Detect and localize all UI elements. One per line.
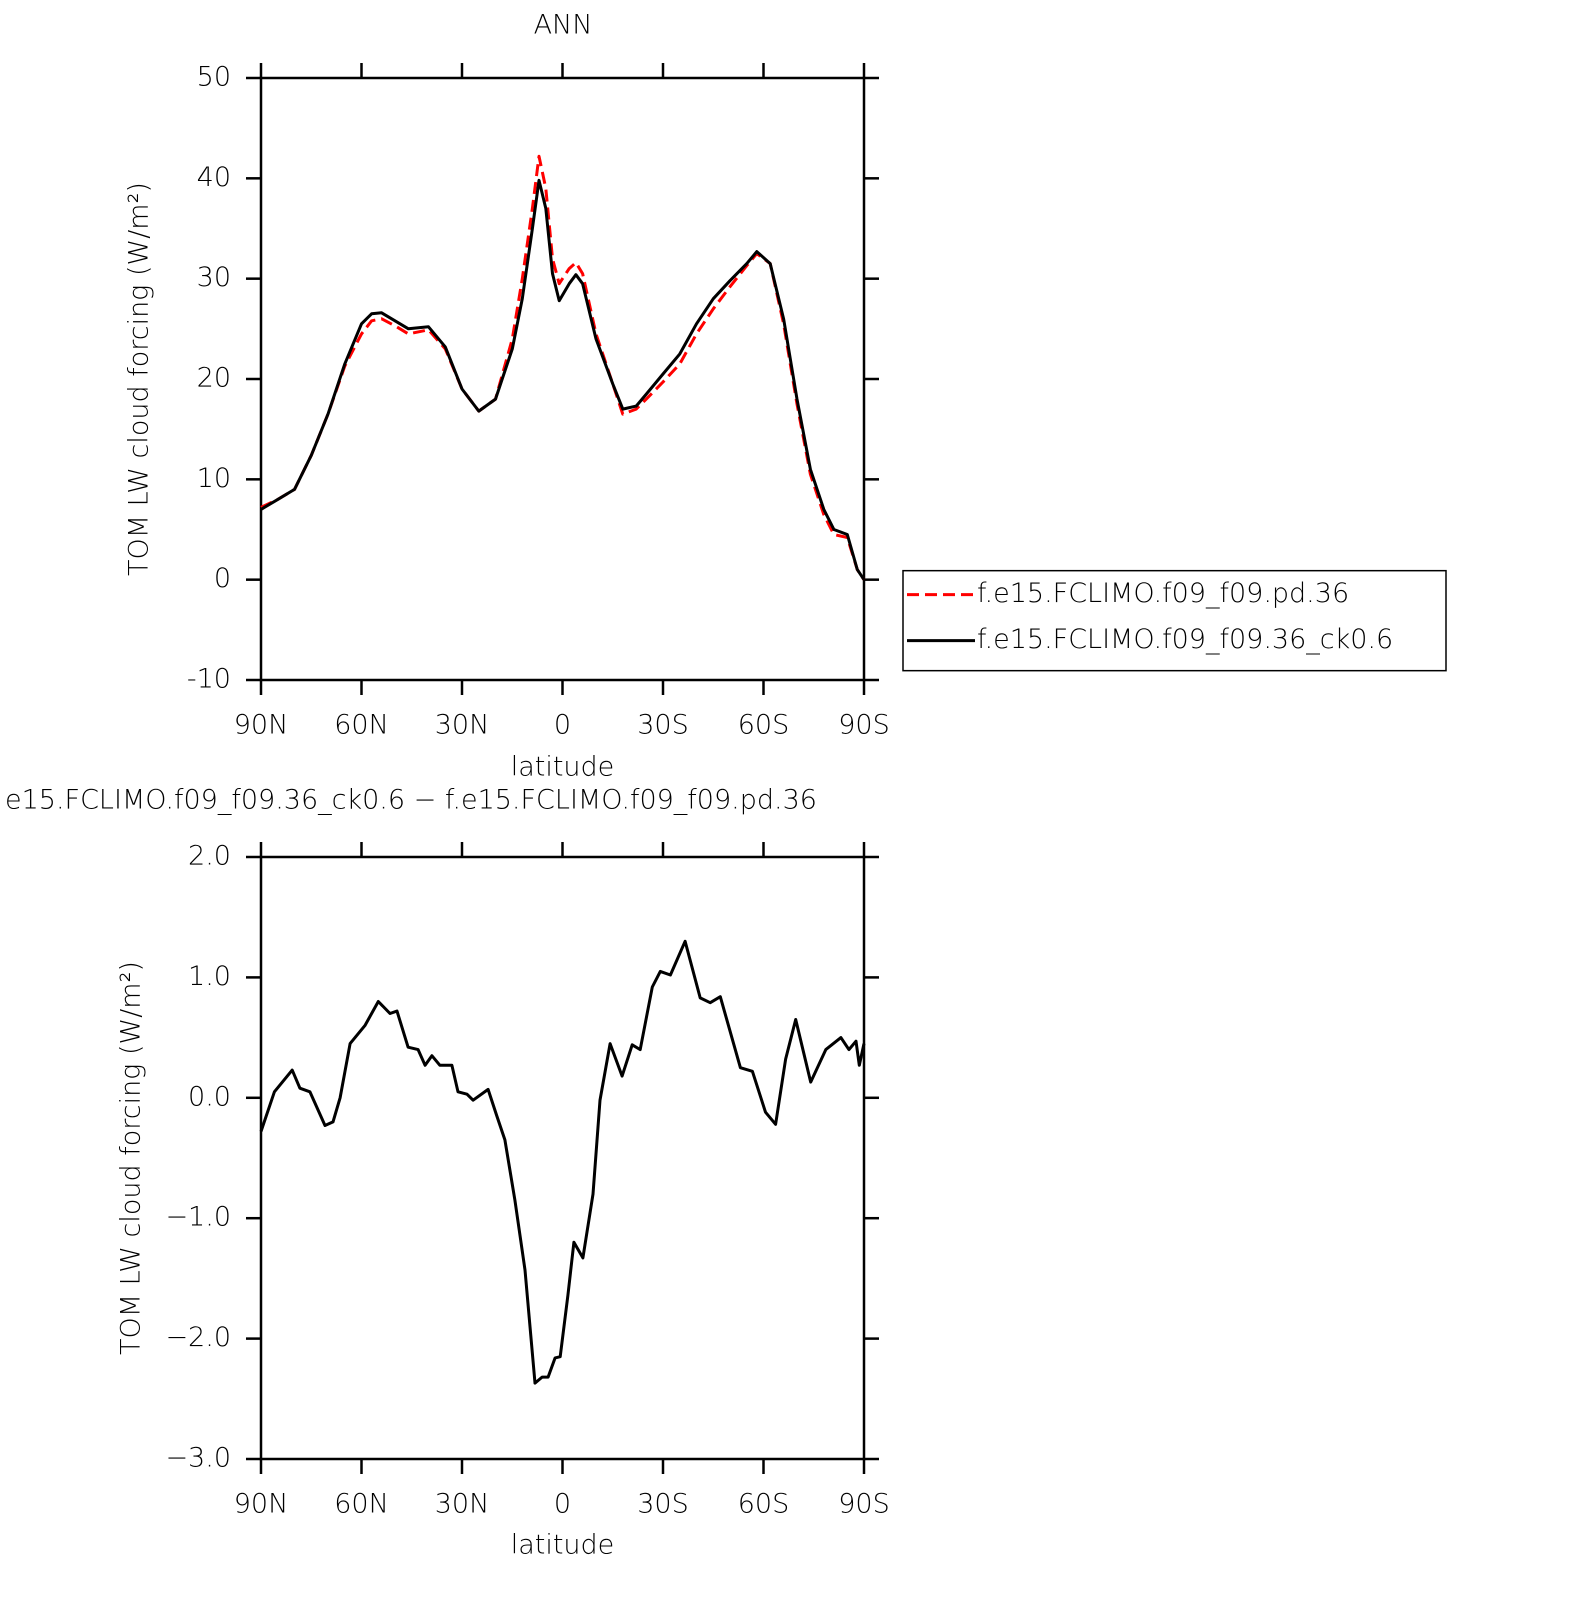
x-tick-label: 30S [637, 710, 689, 741]
x-tick-label: 0 [554, 710, 571, 741]
y-tick-label: 40 [197, 162, 231, 193]
chart-title: e15.FCLIMO.f09_f09.36_ck0.6 − f.e15.FCLI… [5, 785, 817, 816]
y-tick-label: 0 [214, 563, 231, 594]
y-tick-label: 30 [197, 262, 231, 293]
legend-label: f.e15.FCLIMO.f09_f09.36_ck0.6 [977, 624, 1393, 655]
x-tick-label: 30N [435, 710, 490, 741]
x-axis-label: latitude [511, 1530, 615, 1561]
y-axis-label: TOM LW cloud forcing (W/m²) [116, 961, 147, 1355]
x-tick-label: 90N [234, 1489, 289, 1520]
plot-frame [259, 855, 866, 1461]
x-tick-label: 30N [435, 1489, 490, 1520]
plot-frame [259, 76, 866, 682]
data-line [260, 154, 866, 581]
x-axis-label: latitude [511, 752, 615, 783]
y-tick-label: 50 [197, 62, 231, 93]
y-tick-label: 10 [197, 463, 231, 494]
data-line [260, 178, 866, 581]
y-tick-label: 0.0 [188, 1081, 231, 1112]
y-tick-label: -10 [187, 664, 231, 695]
y-tick-label: 1.0 [188, 961, 231, 992]
x-tick-label: 60N [334, 710, 389, 741]
x-tick-label: 0 [554, 1489, 571, 1520]
chart-title: ANN [534, 10, 593, 41]
y-axis-label: TOM LW cloud forcing (W/m²) [124, 182, 155, 576]
data-line [259, 939, 866, 1385]
y-tick-label: −3.0 [165, 1443, 231, 1474]
x-tick-label: 60S [738, 1489, 790, 1520]
x-tick-label: 30S [637, 1489, 689, 1520]
y-tick-label: −2.0 [165, 1322, 231, 1353]
x-tick-label: 60S [738, 710, 790, 741]
y-tick-label: −1.0 [165, 1202, 231, 1233]
legend-box [902, 569, 1447, 672]
x-tick-label: 90N [234, 710, 289, 741]
legend-label: f.e15.FCLIMO.f09_f09.pd.36 [977, 578, 1349, 609]
y-tick-label: 20 [197, 363, 231, 394]
x-tick-label: 90S [838, 710, 890, 741]
x-tick-label: 90S [838, 1489, 890, 1520]
y-tick-label: 2.0 [188, 841, 231, 872]
x-tick-label: 60N [334, 1489, 389, 1520]
